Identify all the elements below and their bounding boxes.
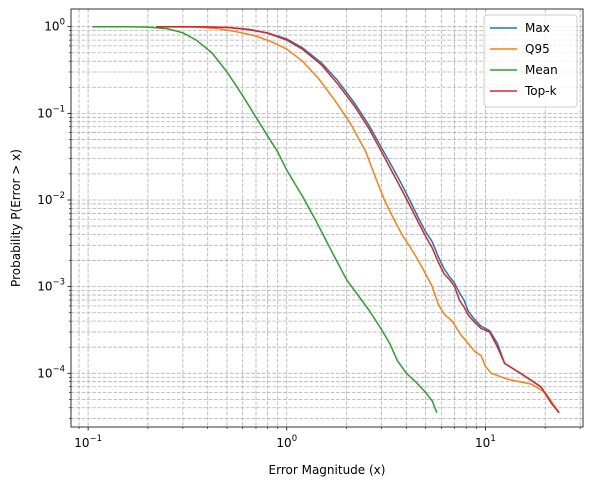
y-tick-label: 10−2 (37, 191, 65, 207)
plot-frame (70, 8, 584, 428)
legend-label-max: Max (525, 21, 550, 35)
y-tick-label: 10−3 (37, 278, 65, 294)
series-line-q95 (156, 25, 560, 414)
legend-label-mean: Mean (525, 63, 558, 77)
x-tick-label: 101 (475, 434, 496, 450)
tick-labels: 10−1 100 101 10−4 10−3 10−2 10−1 100 (37, 18, 496, 450)
y-axis-label: Probability P(Error > x) (9, 149, 23, 287)
legend-label-q95: Q95 (525, 42, 550, 56)
legend-label-top-k: Top-k (524, 84, 557, 98)
series-line-mean (92, 25, 438, 414)
series-line-max (156, 25, 560, 414)
axis-ticks (67, 26, 581, 431)
x-tick-label: 10−1 (74, 434, 102, 450)
x-tick-label: 100 (276, 434, 297, 450)
x-axis-label: Error Magnitude (x) (269, 463, 386, 477)
y-tick-label: 100 (44, 18, 65, 34)
legend: Max Q95 Mean Top-k (483, 14, 578, 108)
grid (71, 9, 583, 427)
y-tick-label: 10−1 (37, 104, 65, 120)
series-group (92, 25, 560, 414)
y-tick-label: 10−4 (37, 364, 65, 380)
series-line-top-k (156, 25, 560, 414)
legend-box (483, 14, 578, 108)
